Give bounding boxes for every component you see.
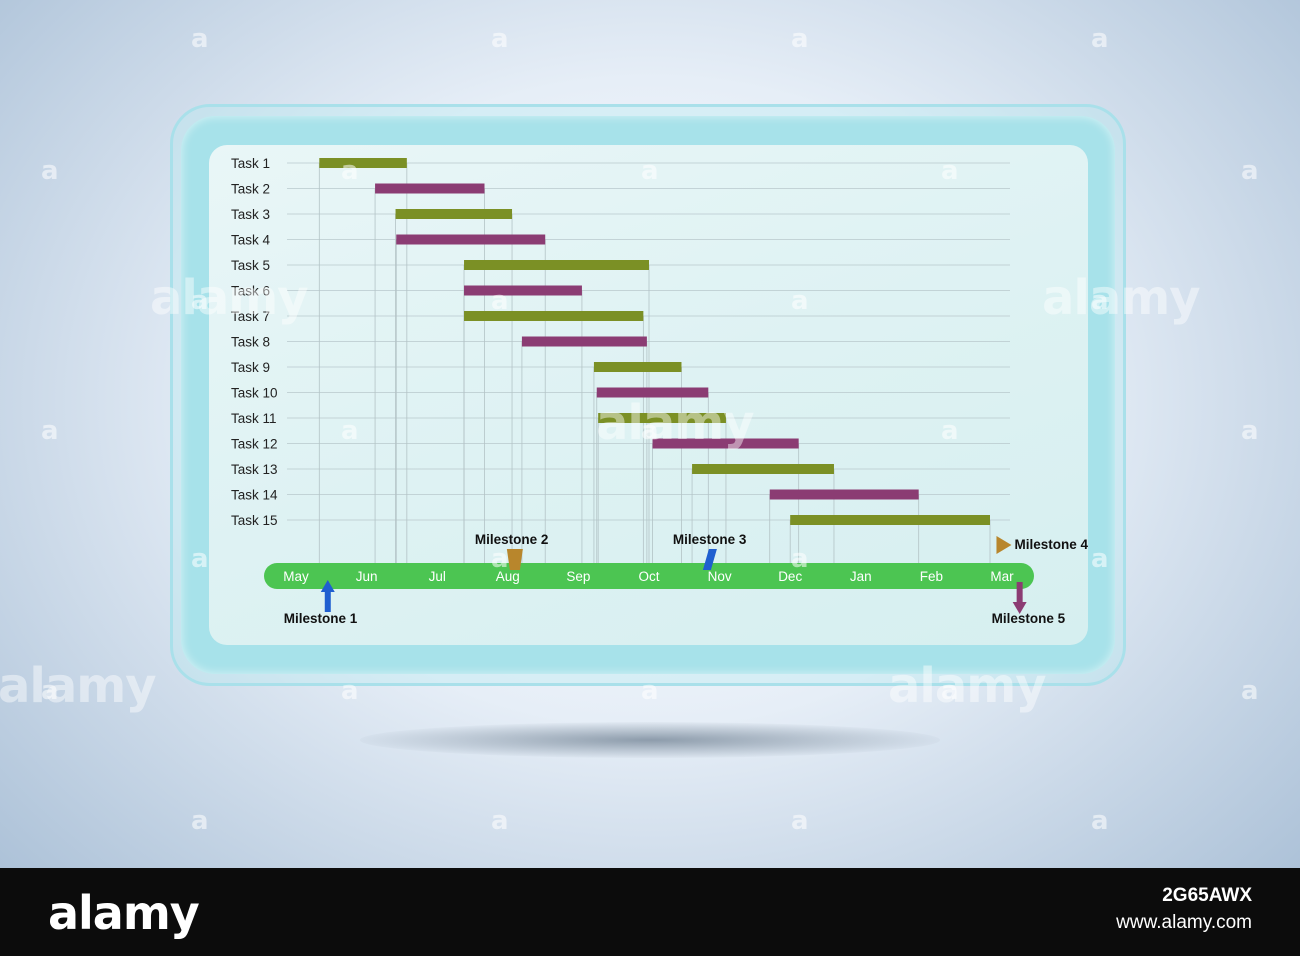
milestone-marker: [996, 536, 1012, 554]
task-label: Task 12: [231, 437, 278, 452]
task-bar: [464, 285, 582, 296]
month-tick-label: Feb: [920, 569, 943, 584]
task-label: Task 7: [231, 309, 270, 324]
watermark-glyph: a: [791, 24, 809, 54]
task-label: Task 4: [231, 233, 271, 248]
watermark-logo: alamy: [0, 658, 157, 714]
task-label: Task 11: [231, 411, 277, 426]
timeline-bar: [264, 563, 1034, 589]
task-label: Task 1: [231, 156, 270, 171]
watermark-glyph: a: [41, 676, 59, 706]
task-bar: [790, 515, 990, 525]
milestone-label: Milestone 2: [475, 532, 549, 547]
task-bar: [464, 260, 649, 270]
watermark-glyph: a: [491, 286, 509, 316]
month-tick-label: Oct: [638, 569, 659, 584]
watermark-glyph: a: [1241, 156, 1259, 186]
task-bar: [395, 209, 513, 219]
month-tick-label: Sep: [566, 569, 590, 584]
milestone-marker: [1012, 582, 1027, 614]
task-bar: [652, 438, 799, 449]
gantt-bars: [319, 158, 990, 525]
task-bar: [596, 387, 709, 398]
milestone-label: Milestone 5: [992, 611, 1066, 626]
watermark-glyph: a: [491, 544, 509, 574]
milestone-marker: [320, 580, 335, 612]
watermark-glyph: a: [641, 676, 659, 706]
watermark-glyph: a: [641, 156, 659, 186]
task-bar: [598, 413, 726, 423]
task-bar: [593, 362, 682, 372]
month-tick-label: Jan: [850, 569, 872, 584]
task-bar: [375, 183, 485, 194]
watermark-glyph: a: [941, 676, 959, 706]
milestones: Milestone 1 Milestone 2 Milestone 3 Milesto…: [284, 532, 1089, 626]
panel-shadow: [360, 722, 940, 758]
watermark-glyph: a: [1091, 24, 1109, 54]
watermark-glyph: a: [191, 286, 209, 316]
task-bar: [396, 234, 546, 245]
image-id: 2G65AWX: [1162, 885, 1252, 906]
watermark-glyph: a: [791, 544, 809, 574]
task-labels: Task 1 Task 2 Task 3 Task 4 Task 5 Task 6 Task…: [231, 156, 278, 528]
task-bar: [319, 158, 407, 168]
milestone-marker: [702, 549, 717, 570]
task-bar: [521, 336, 647, 347]
watermark-glyph: a: [191, 24, 209, 54]
task-label: Task 3: [231, 207, 270, 222]
task-bar: [464, 311, 644, 321]
milestone-label: Milestone 4: [1014, 537, 1088, 552]
month-tick-label: Nov: [708, 569, 732, 584]
watermark-glyph: a: [791, 286, 809, 316]
watermark-glyph: a: [1241, 676, 1259, 706]
watermark-glyph: a: [491, 806, 509, 836]
task-label: Task 6: [231, 284, 270, 299]
watermark-glyph: a: [41, 416, 59, 446]
task-label: Task 2: [231, 182, 270, 197]
task-label: Task 9: [231, 360, 270, 375]
watermark-glyph: a: [341, 416, 359, 446]
watermark-logo: alamy: [1042, 270, 1201, 326]
watermark-glyph: a: [191, 544, 209, 574]
task-label: Task 15: [231, 513, 278, 528]
site-url: www.alamy.com: [1116, 912, 1252, 933]
task-label: Task 14: [231, 488, 278, 503]
month-tick-label: Jun: [356, 569, 378, 584]
month-tick-label: Dec: [778, 569, 802, 584]
watermark-glyph: a: [341, 156, 359, 186]
watermark-glyph: a: [41, 156, 59, 186]
milestone-label: Milestone 3: [673, 532, 747, 547]
milestone-label: Milestone 1: [284, 611, 358, 626]
footer-image-info: 2G65AWX www.alamy.com: [1116, 882, 1252, 936]
month-tick-label: May: [283, 569, 309, 584]
watermark-glyph: a: [1091, 806, 1109, 836]
watermark-logo: alamy: [888, 658, 1047, 714]
task-label: Task 5: [231, 258, 270, 273]
watermark-logo: alamy: [150, 270, 309, 326]
task-label: Task 10: [231, 386, 278, 401]
task-label: Task 13: [231, 462, 278, 477]
watermark-glyph: a: [1091, 544, 1109, 574]
footer-logo: alamy: [48, 886, 200, 940]
milestone-marker: [506, 549, 523, 570]
task-label: Task 8: [231, 335, 270, 350]
task-bar: [769, 489, 919, 500]
watermark-glyph: a: [191, 806, 209, 836]
watermark-glyph: a: [941, 416, 959, 446]
watermark-glyph: a: [491, 24, 509, 54]
watermark-glyph: a: [1091, 286, 1109, 316]
month-tick-label: Jul: [429, 569, 446, 584]
task-bar: [692, 464, 834, 474]
month-tick-label: Aug: [496, 569, 520, 584]
timeline: May Jun Jul Aug Sep Oct Nov Dec Jan Feb Mar: [264, 563, 1034, 589]
watermark-glyph: a: [341, 676, 359, 706]
watermark-logo: alamy: [596, 395, 755, 451]
watermark-glyph: a: [641, 416, 659, 446]
month-tick-label: Mar: [990, 569, 1014, 584]
watermark-glyph: a: [941, 156, 959, 186]
watermark-glyph: a: [791, 806, 809, 836]
footer-bar: alamy 2G65AWX www.alamy.com: [0, 868, 1300, 956]
watermark-glyph: a: [1241, 416, 1259, 446]
